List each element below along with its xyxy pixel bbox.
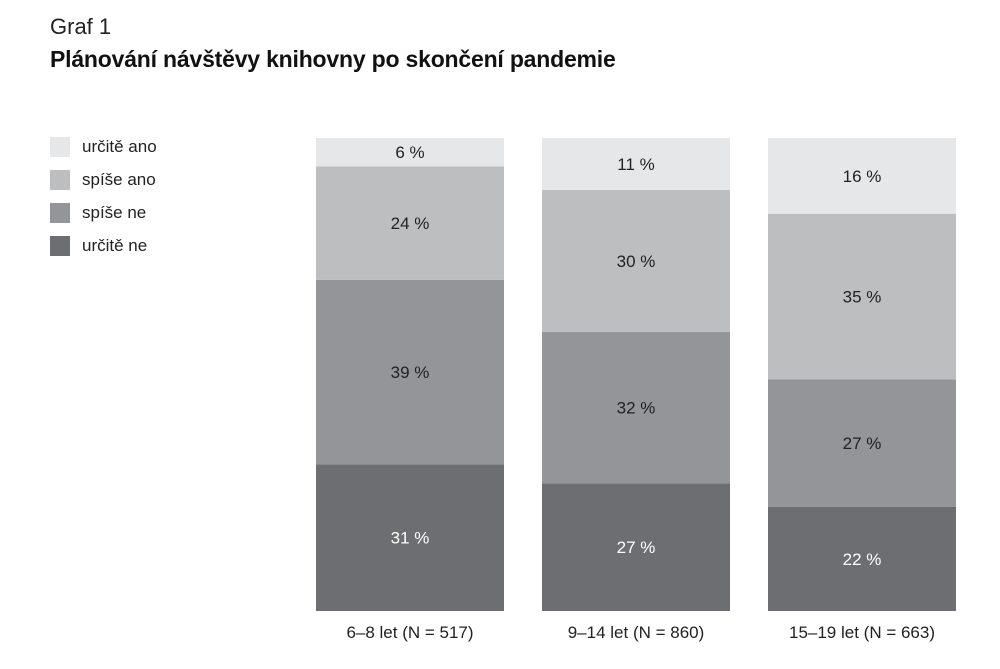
bar-segment-spise-ne-2: [542, 331, 730, 484]
legend-item-urcite-ano: určitě ano: [50, 136, 157, 158]
legend-swatch-spise-ne: [50, 203, 70, 223]
bar-segment-spise-ne-1: [316, 279, 504, 465]
legend-swatch-spise-ano: [50, 170, 70, 190]
data-label-urcite-ne-2: 27 %: [617, 538, 656, 557]
bar-segment-urcite-ne-2: [542, 483, 730, 611]
bar-segment-spise-ne-3: [768, 379, 956, 507]
bar-segment-spise-ano-1: [316, 166, 504, 280]
legend-label-urcite-ne: určitě ne: [82, 236, 148, 255]
legend-item-spise-ano: spíše ano: [50, 169, 157, 191]
data-label-spise-ano-1: 24 %: [391, 214, 430, 233]
legend-label-urcite-ano: určitě ano: [82, 137, 157, 156]
bar-segment-spise-ano-2: [542, 190, 730, 332]
chart-title: Plánování návštěvy knihovny po skončení …: [50, 46, 616, 72]
category-label-3: 15–19 let (N = 663): [789, 623, 935, 642]
legend-label-spise-ano: spíše ano: [82, 170, 156, 189]
legend: určitě ano spíše ano spíše ne určitě ne: [50, 136, 157, 268]
data-label-spise-ano-2: 30 %: [617, 252, 656, 271]
data-label-spise-ne-2: 32 %: [617, 399, 656, 418]
data-label-spise-ne-3: 27 %: [843, 434, 882, 453]
legend-swatch-urcite-ano: [50, 137, 70, 157]
bar-segment-urcite-ano-1: [316, 138, 504, 167]
legend-swatch-urcite-ne: [50, 236, 70, 256]
legend-item-spise-ne: spíše ne: [50, 202, 157, 224]
category-label-1: 6–8 let (N = 517): [346, 623, 473, 642]
data-label-urcite-ne-3: 22 %: [843, 550, 882, 569]
data-label-urcite-ano-1: 6 %: [395, 143, 424, 162]
category-label-2: 9–14 let (N = 860): [568, 623, 705, 642]
bar-segment-spise-ano-3: [768, 213, 956, 380]
data-label-spise-ano-3: 35 %: [843, 287, 882, 306]
data-label-urcite-ne-1: 31 %: [391, 529, 430, 548]
data-label-urcite-ano-3: 16 %: [843, 167, 882, 186]
legend-label-spise-ne: spíše ne: [82, 203, 147, 222]
data-label-urcite-ano-2: 11 %: [617, 155, 655, 174]
data-label-spise-ne-1: 39 %: [391, 363, 430, 382]
chart-number-label: Graf 1: [50, 14, 112, 39]
bar-segment-urcite-ano-2: [542, 138, 730, 191]
legend-item-urcite-ne: určitě ne: [50, 235, 157, 257]
bar-segment-urcite-ne-3: [768, 506, 956, 611]
bar-segment-urcite-ano-3: [768, 138, 956, 214]
bar-segment-urcite-ne-1: [316, 464, 504, 611]
